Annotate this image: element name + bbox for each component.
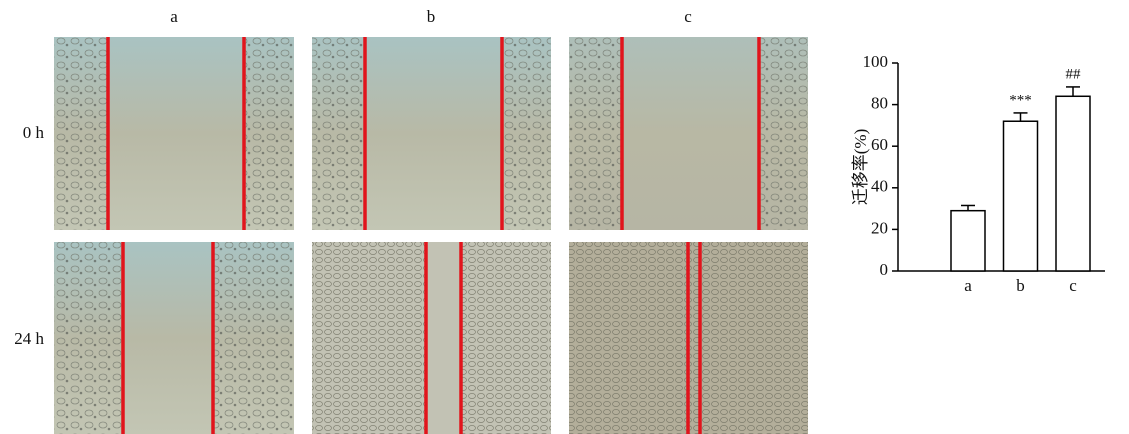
y-tick-label: 0: [880, 260, 889, 279]
cell-texture: [759, 37, 808, 230]
figure: a b c 0 h 24 h 迁移率(%) 0 20 40 60 80 100 a b *** c…: [0, 0, 1129, 434]
column-label: a: [170, 7, 178, 26]
cell-texture: [569, 37, 622, 230]
y-tick-label: 60: [871, 135, 888, 154]
bar: [1004, 121, 1038, 271]
x-tick-label: a: [964, 276, 972, 295]
cell-texture: [244, 37, 294, 230]
micrograph-panels: [54, 37, 808, 434]
y-tick-label: 20: [871, 218, 888, 237]
significance-label: ##: [1066, 66, 1082, 82]
cell-texture: [502, 37, 551, 230]
row-label: 0 h: [23, 123, 45, 142]
row-label: 24 h: [14, 329, 44, 348]
column-label: b: [427, 7, 436, 26]
y-tick-label: 40: [871, 177, 888, 196]
y-axis-label: 迁移率(%): [851, 129, 870, 205]
cell-texture: [54, 37, 108, 230]
x-tick-label: b: [1016, 276, 1025, 295]
column-label: c: [684, 7, 692, 26]
bar: [1056, 96, 1090, 271]
cell-texture: [54, 242, 123, 434]
bar: [951, 211, 985, 271]
cell-texture: [312, 37, 365, 230]
significance-label: ***: [1009, 92, 1032, 108]
y-tick-label: 100: [863, 52, 889, 71]
cell-texture: [461, 242, 551, 434]
y-tick-label: 80: [871, 94, 888, 113]
cell-texture: [213, 242, 294, 434]
x-tick-label: c: [1069, 276, 1077, 295]
page: a b c 0 h 24 h 迁移率(%) 0 20 40 60 80 100 a b *** c…: [0, 0, 1129, 434]
cell-texture: [312, 242, 426, 434]
